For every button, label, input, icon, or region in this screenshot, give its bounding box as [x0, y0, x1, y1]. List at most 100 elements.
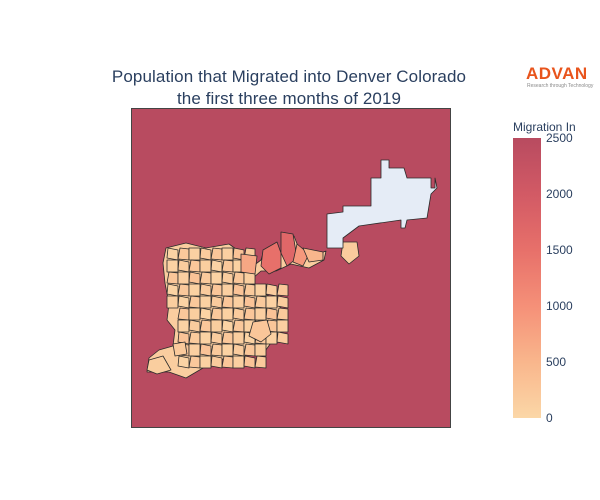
census-tract[interactable]: [221, 271, 234, 285]
census-tract[interactable]: [232, 271, 245, 285]
census-tract[interactable]: [210, 331, 223, 345]
census-tract[interactable]: [221, 331, 234, 345]
census-tract[interactable]: [188, 343, 201, 357]
census-tract[interactable]: [210, 271, 223, 285]
census-tract[interactable]: [199, 247, 212, 261]
census-tract[interactable]: [248, 319, 272, 343]
census-tract[interactable]: [177, 295, 190, 309]
census-tract[interactable]: [276, 307, 289, 321]
census-tract[interactable]: [210, 295, 223, 309]
census-tract[interactable]: [199, 283, 212, 297]
census-tract[interactable]: [276, 331, 289, 345]
census-tract[interactable]: [254, 343, 267, 357]
census-tract[interactable]: [188, 307, 201, 321]
census-tract[interactable]: [177, 355, 190, 369]
census-tract[interactable]: [232, 319, 245, 333]
census-tract[interactable]: [166, 259, 179, 273]
census-tract[interactable]: [221, 295, 234, 309]
census-tract[interactable]: [276, 283, 289, 297]
map-canvas[interactable]: [131, 108, 451, 428]
census-tract[interactable]: [199, 271, 212, 285]
map-plot-area[interactable]: [131, 108, 451, 428]
colorbar-tick-label: 2500: [546, 131, 573, 145]
census-tract[interactable]: [243, 295, 256, 309]
high-migration-tract[interactable]: [260, 241, 282, 275]
census-tract[interactable]: [199, 319, 212, 333]
census-tract[interactable]: [210, 247, 223, 261]
census-tract[interactable]: [265, 283, 278, 297]
census-tract[interactable]: [188, 283, 201, 297]
census-tract[interactable]: [188, 319, 201, 333]
census-tract[interactable]: [177, 307, 190, 321]
census-tract[interactable]: [276, 319, 289, 333]
census-tract[interactable]: [199, 355, 212, 369]
census-tract[interactable]: [232, 307, 245, 321]
census-tract[interactable]: [243, 355, 256, 369]
colorbar-tick-label: 2000: [546, 187, 573, 201]
census-tract[interactable]: [276, 295, 289, 309]
census-tract[interactable]: [188, 355, 201, 369]
map-title-line-1: Population that Migrated into Denver Col…: [111, 67, 467, 86]
census-tract[interactable]: [210, 319, 223, 333]
census-tract[interactable]: [254, 355, 267, 369]
logo-tagline: Research through Technology: [527, 83, 594, 89]
colorbar-tick-label: 0: [546, 411, 553, 425]
census-tract[interactable]: [146, 355, 172, 375]
census-tract[interactable]: [221, 283, 234, 297]
census-tract[interactable]: [221, 307, 234, 321]
census-tract[interactable]: [177, 247, 190, 261]
census-tract[interactable]: [188, 271, 201, 285]
census-tract[interactable]: [232, 331, 245, 345]
census-tract[interactable]: [221, 355, 234, 369]
census-tract[interactable]: [188, 259, 201, 273]
census-tract[interactable]: [243, 343, 256, 357]
census-tract[interactable]: [340, 241, 360, 265]
census-tract[interactable]: [232, 283, 245, 297]
census-tract[interactable]: [302, 247, 324, 263]
census-tract[interactable]: [188, 331, 201, 345]
census-tract[interactable]: [221, 247, 234, 261]
census-tract[interactable]: [210, 355, 223, 369]
census-tract[interactable]: [221, 259, 234, 273]
census-tract[interactable]: [199, 259, 212, 273]
census-tract[interactable]: [199, 307, 212, 321]
census-tract[interactable]: [232, 355, 245, 369]
census-tract[interactable]: [199, 295, 212, 309]
high-migration-tract[interactable]: [280, 231, 298, 267]
census-tract[interactable]: [240, 253, 258, 275]
census-tract[interactable]: [166, 247, 179, 261]
census-tract[interactable]: [166, 295, 179, 309]
colorbar-tick-label: 1500: [546, 243, 573, 257]
airport-no-data-area[interactable]: [326, 159, 438, 249]
census-tract[interactable]: [166, 271, 179, 285]
colorbar-tick-label: 1000: [546, 299, 573, 313]
census-tract[interactable]: [210, 343, 223, 357]
colorbar-tick-label: 500: [546, 355, 567, 369]
census-tract[interactable]: [166, 283, 179, 297]
census-tract[interactable]: [210, 307, 223, 321]
census-tracts[interactable]: [146, 159, 438, 379]
census-tract[interactable]: [177, 283, 190, 297]
census-tract[interactable]: [232, 295, 245, 309]
census-tract[interactable]: [210, 283, 223, 297]
census-tract[interactable]: [177, 271, 190, 285]
census-tract[interactable]: [221, 319, 234, 333]
census-tract[interactable]: [188, 295, 201, 309]
census-tract[interactable]: [188, 247, 201, 261]
census-tract[interactable]: [254, 283, 267, 297]
census-tract[interactable]: [221, 343, 234, 357]
census-tract[interactable]: [265, 295, 278, 309]
census-tract[interactable]: [210, 259, 223, 273]
census-tract[interactable]: [172, 341, 188, 357]
census-tract[interactable]: [243, 283, 256, 297]
logo-wordmark: ADVAN: [526, 64, 588, 83]
census-tract[interactable]: [177, 319, 190, 333]
census-tract[interactable]: [199, 343, 212, 357]
census-tract[interactable]: [243, 307, 256, 321]
census-tract[interactable]: [265, 307, 278, 321]
census-tract[interactable]: [254, 295, 267, 309]
census-tract[interactable]: [199, 331, 212, 345]
census-tract[interactable]: [232, 343, 245, 357]
census-tract[interactable]: [177, 259, 190, 273]
census-tract[interactable]: [254, 307, 267, 321]
